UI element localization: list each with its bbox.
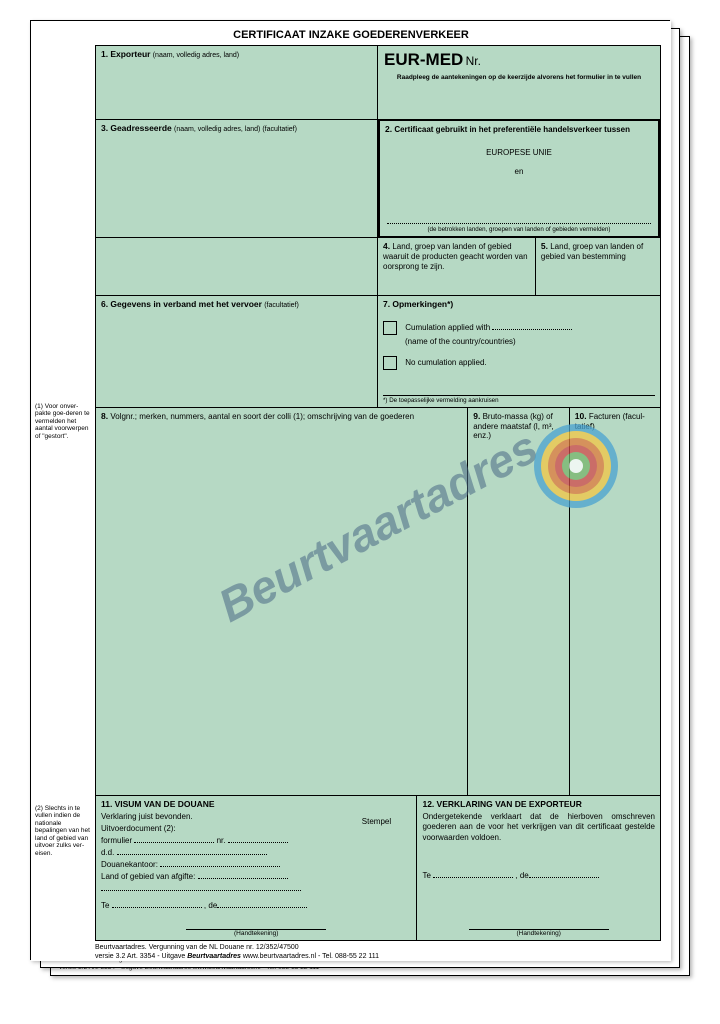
box-1-exporter: 1. Exporteur (naam, volledig adres, land…	[96, 46, 378, 119]
box-8-goods: 8. Volgnr.; merken, nummers, aantal en s…	[96, 408, 468, 795]
eur-note: Raadpleeg de aantekeningen op de keerzij…	[378, 72, 660, 86]
footer: Beurtvaartadres. Vergunning van de NL Do…	[95, 941, 661, 961]
margin-note-1: (1) Voor onver-pakte goe-deren te vermel…	[35, 403, 91, 440]
certificate-page: (1) Voor onver-pakte goe-deren te vermel…	[31, 21, 671, 961]
box-3-consignee: 3. Geadresseerde (naam, volledig adres, …	[96, 120, 378, 237]
box-3-space	[96, 238, 378, 295]
form-body: 1. Exporteur (naam, volledig adres, land…	[95, 45, 661, 941]
box-7-remarks: 7. Opmerkingen*) Cumulation applied with…	[378, 296, 660, 407]
box-12-exporter-declaration: 12. VERKLARING VAN DE EXPORTEUR Onderget…	[417, 796, 660, 940]
box-9-mass: 9. Bruto-massa (kg) of andere maatstaf (…	[468, 408, 570, 795]
stamp-area: Stempel	[341, 809, 411, 910]
box-10-invoices: 10. Facturen (facul-tatief)	[570, 408, 660, 795]
box-6-transport: 6. Gegevens in verband met het vervoer (…	[96, 296, 378, 407]
margin-note-2: (2) Slechts in te vullen indien de natio…	[35, 805, 91, 857]
box-5-destination: 5. Land, groep van landen of gebied van …	[536, 238, 660, 295]
checkbox-no-cumulation[interactable]	[383, 356, 397, 370]
box-11-customs: 11. VISUM VAN DE DOUANE Verklaring juist…	[96, 796, 417, 940]
box-4-origin: 4. Land, groep van landen of gebied waar…	[378, 238, 536, 295]
document-title: CERTIFICAAT INZAKE GOEDERENVERKEER	[31, 21, 671, 45]
checkbox-cumulation[interactable]	[383, 321, 397, 335]
eur-med-header: EUR-MED Nr. Raadpleeg de aantekeningen o…	[378, 46, 660, 119]
box-2-preferential: 2. Certificaat gebruikt in het preferent…	[378, 119, 660, 238]
